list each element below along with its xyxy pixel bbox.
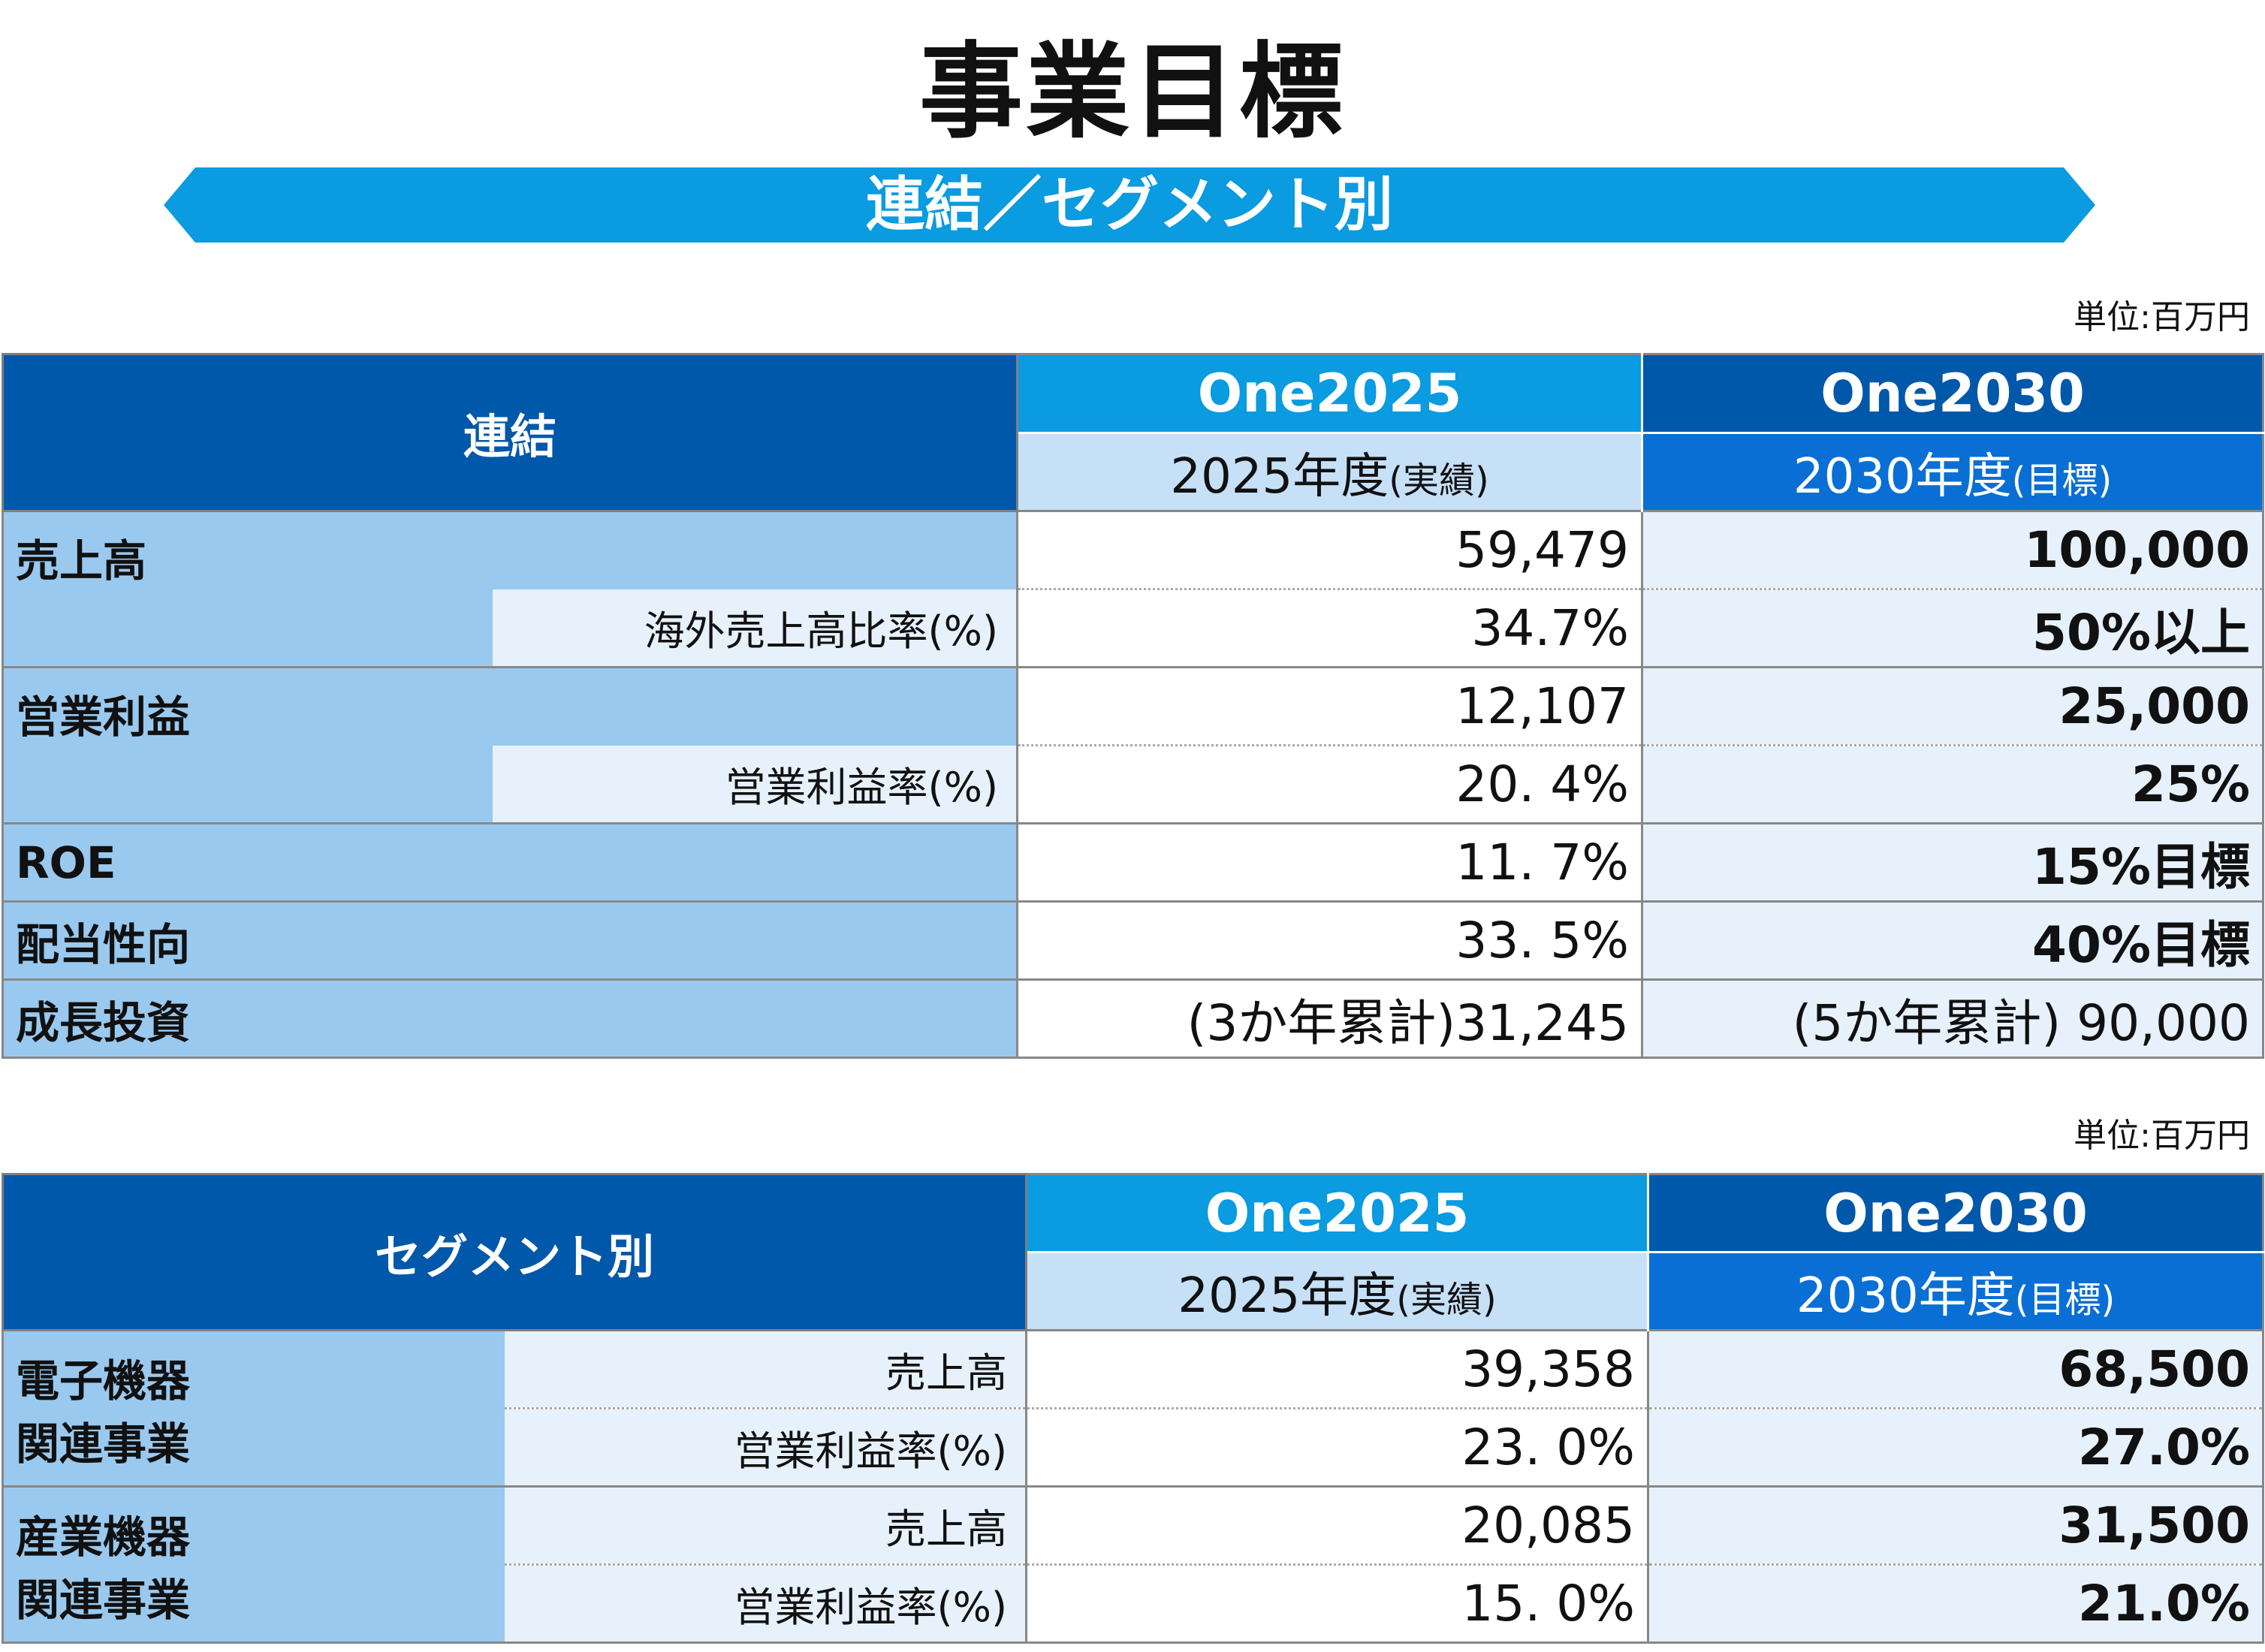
col-one2025-title: One2025: [1026, 1174, 1650, 1253]
value-2030: 100,000: [1642, 510, 2263, 589]
table-row: 売上高 59,479 100,000: [2, 510, 2263, 668]
value-2025: 15. 0%: [1026, 1563, 1650, 1643]
table-row: 営業利益率(%) 20. 4% 25%: [3, 744, 2263, 824]
row-label: 売上高: [2, 510, 493, 668]
table-row: 産業機器関連事業 売上高 20,085 31,500: [2, 1485, 2263, 1643]
row-sublabel: 売上高: [504, 1485, 1028, 1565]
row-label: 営業利益: [2, 666, 493, 824]
col-2025-note: (実績): [1396, 1278, 1497, 1321]
value-2025: (3か年累計)31,245: [1017, 978, 1644, 1058]
value-2030: 50%以上: [1642, 588, 2263, 668]
row-sublabel: 営業利益率(%): [492, 745, 1019, 824]
page-title: 事業目標: [918, 32, 1346, 152]
consolidated-table: 連結 One2025 One2030 2025年度(実績) 2030年度(目標)…: [1, 353, 2265, 1059]
table-row: 海外売上高比率(%) 34.7% 50%以上: [3, 588, 2263, 668]
value-2025: 23. 0%: [1026, 1407, 1650, 1487]
segment-label: 電子機器 関連事業: [2, 1329, 505, 1487]
value-2030: 68,500: [1648, 1329, 2263, 1409]
unit-label: 単位:百万円: [2073, 298, 2250, 336]
section-banner: 連結／セグメント別: [164, 167, 2095, 243]
segment-label-line1: 電子機器: [16, 1355, 191, 1406]
col-2030-subheader: 2030年度(目標): [1648, 1251, 2263, 1331]
table-row: 営業利益率(%) 15. 0% 21.0%: [3, 1563, 2263, 1643]
col-2025-subheader: 2025年度(実績): [1026, 1251, 1650, 1331]
value-2025: 33. 5%: [1017, 900, 1644, 980]
value-2025: 39,358: [1026, 1329, 1650, 1409]
row-label: 配当性向: [2, 900, 1019, 980]
value-2025: 20. 4%: [1017, 744, 1644, 824]
value-2025: 12,107: [1017, 666, 1644, 746]
col-one2030-title: One2030: [1648, 1174, 2263, 1253]
row-sublabel: 営業利益率(%): [504, 1407, 1028, 1487]
col-2025-year: 2025年度: [1178, 1268, 1397, 1324]
value-2030: (5か年累計) 90,000: [1642, 978, 2263, 1058]
col-2025-year: 2025年度: [1170, 448, 1389, 505]
value-2025: 59,479: [1017, 510, 1644, 589]
table-row: ROE 11. 7% 15%目標: [2, 822, 2263, 902]
col-2025-subheader: 2025年度(実績): [1017, 432, 1644, 511]
segment-table: セグメント別 One2025 One2030 2025年度(実績) 2030年度…: [1, 1173, 2265, 1644]
col-2025-note: (実績): [1389, 459, 1489, 502]
value-2030: 31,500: [1648, 1485, 2263, 1565]
consolidated-header: 連結: [1, 353, 1019, 512]
table-row: 成長投資 (3か年累計)31,245 (5か年累計) 90,000: [2, 978, 2263, 1058]
table-row: 営業利益 12,107 25,000: [2, 666, 2263, 824]
value-2025: 20,085: [1026, 1485, 1650, 1565]
table-row: 電子機器関連事業 売上高 39,358 68,500: [2, 1329, 2263, 1487]
row-sublabel: 売上高: [504, 1329, 1028, 1409]
table-row: 営業利益率(%) 23. 0% 27.0%: [3, 1407, 2263, 1487]
segment-label-line1: 産業機器: [16, 1511, 191, 1563]
value-2025: 11. 7%: [1017, 822, 1644, 902]
col-2030-subheader: 2030年度(目標): [1642, 432, 2263, 511]
row-label: ROE: [2, 822, 1019, 902]
table-row: 配当性向 33. 5% 40%目標: [2, 900, 2263, 980]
value-2030: 15%目標: [1642, 822, 2263, 902]
value-2030: 40%目標: [1642, 900, 2263, 980]
col-2030-note: (目標): [2014, 1278, 2116, 1321]
unit-label-2: 単位:百万円: [2073, 1117, 2250, 1155]
segment-header: セグメント別: [1, 1173, 1028, 1331]
col-2030-note: (目標): [2011, 459, 2113, 502]
segment-label-line2: 関連事業: [16, 1418, 191, 1470]
col-2030-year: 2030年度: [1793, 448, 2012, 505]
segment-label-line2: 関連事業: [16, 1574, 191, 1626]
value-2030: 21.0%: [1648, 1563, 2263, 1643]
col-one2025-title: One2025: [1017, 354, 1644, 433]
value-2030: 25,000: [1642, 666, 2263, 746]
segment-label: 産業機器 関連事業: [2, 1485, 505, 1643]
col-2030-year: 2030年度: [1796, 1268, 2015, 1324]
row-label: 成長投資: [2, 978, 1019, 1058]
col-one2030-title: One2030: [1642, 354, 2263, 433]
value-2030: 27.0%: [1648, 1407, 2263, 1487]
value-2030: 25%: [1642, 744, 2263, 824]
row-sublabel: 営業利益率(%): [504, 1563, 1028, 1643]
row-sublabel: 海外売上高比率(%): [492, 589, 1019, 668]
value-2025: 34.7%: [1017, 588, 1644, 668]
